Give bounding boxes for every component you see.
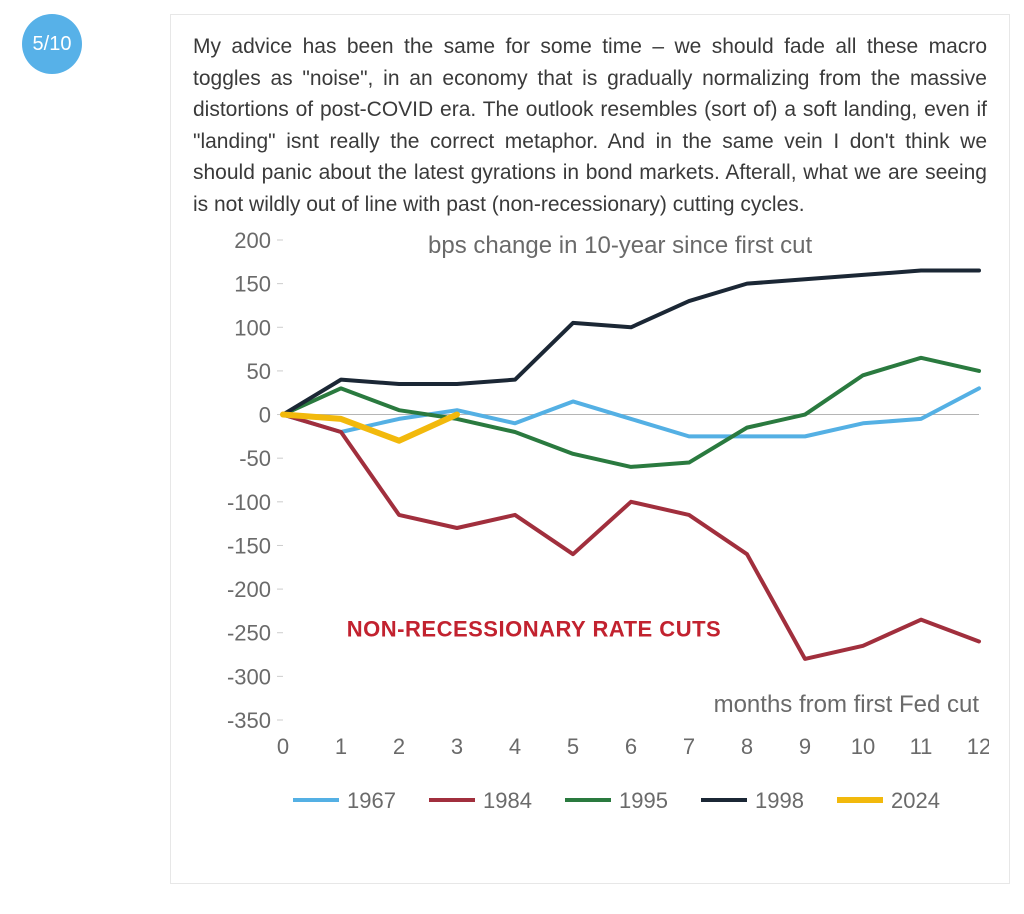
x-tick-label: 10 xyxy=(851,734,875,759)
legend-label-1995: 1995 xyxy=(619,788,668,813)
y-tick-label: 0 xyxy=(259,403,271,428)
series-line-2024 xyxy=(283,415,457,441)
x-tick-label: 3 xyxy=(451,734,463,759)
chart-annotation: NON-RECESSIONARY RATE CUTS xyxy=(347,617,721,642)
y-tick-label: -150 xyxy=(227,533,271,558)
y-tick-label: 200 xyxy=(234,230,271,253)
content-panel: My advice has been the same for some tim… xyxy=(170,14,1010,884)
x-axis-label: months from first Fed cut xyxy=(714,691,980,718)
y-tick-label: -200 xyxy=(227,577,271,602)
legend-label-1984: 1984 xyxy=(483,788,532,813)
x-tick-label: 5 xyxy=(567,734,579,759)
legend-label-1998: 1998 xyxy=(755,788,804,813)
x-tick-label: 4 xyxy=(509,734,521,759)
y-tick-label: 50 xyxy=(247,359,271,384)
y-tick-label: 150 xyxy=(234,272,271,297)
x-tick-label: 1 xyxy=(335,734,347,759)
page-badge: 5/10 xyxy=(22,14,82,74)
y-tick-label: -50 xyxy=(239,446,271,471)
x-tick-label: 8 xyxy=(741,734,753,759)
x-tick-label: 7 xyxy=(683,734,695,759)
line-chart: 200150100500-50-100-150-200-250-300-3500… xyxy=(193,230,987,830)
series-line-1995 xyxy=(283,358,979,467)
x-tick-label: 11 xyxy=(910,734,933,759)
legend-label-2024: 2024 xyxy=(891,788,940,813)
x-tick-label: 2 xyxy=(393,734,405,759)
y-tick-label: -250 xyxy=(227,621,271,646)
series-line-1967 xyxy=(283,388,979,436)
page-badge-text: 5/10 xyxy=(33,33,72,56)
y-tick-label: -350 xyxy=(227,708,271,733)
x-tick-label: 0 xyxy=(277,734,289,759)
x-tick-label: 9 xyxy=(799,734,811,759)
legend-label-1967: 1967 xyxy=(347,788,396,813)
series-line-1998 xyxy=(283,271,979,415)
y-tick-label: 100 xyxy=(234,315,271,340)
x-tick-label: 6 xyxy=(625,734,637,759)
commentary-paragraph: My advice has been the same for some tim… xyxy=(193,31,987,220)
y-tick-label: -100 xyxy=(227,490,271,515)
x-tick-label: 12 xyxy=(967,734,989,759)
chart-svg: 200150100500-50-100-150-200-250-300-3500… xyxy=(193,230,989,830)
y-tick-label: -300 xyxy=(227,664,271,689)
chart-subtitle: bps change in 10-year since first cut xyxy=(428,232,813,259)
